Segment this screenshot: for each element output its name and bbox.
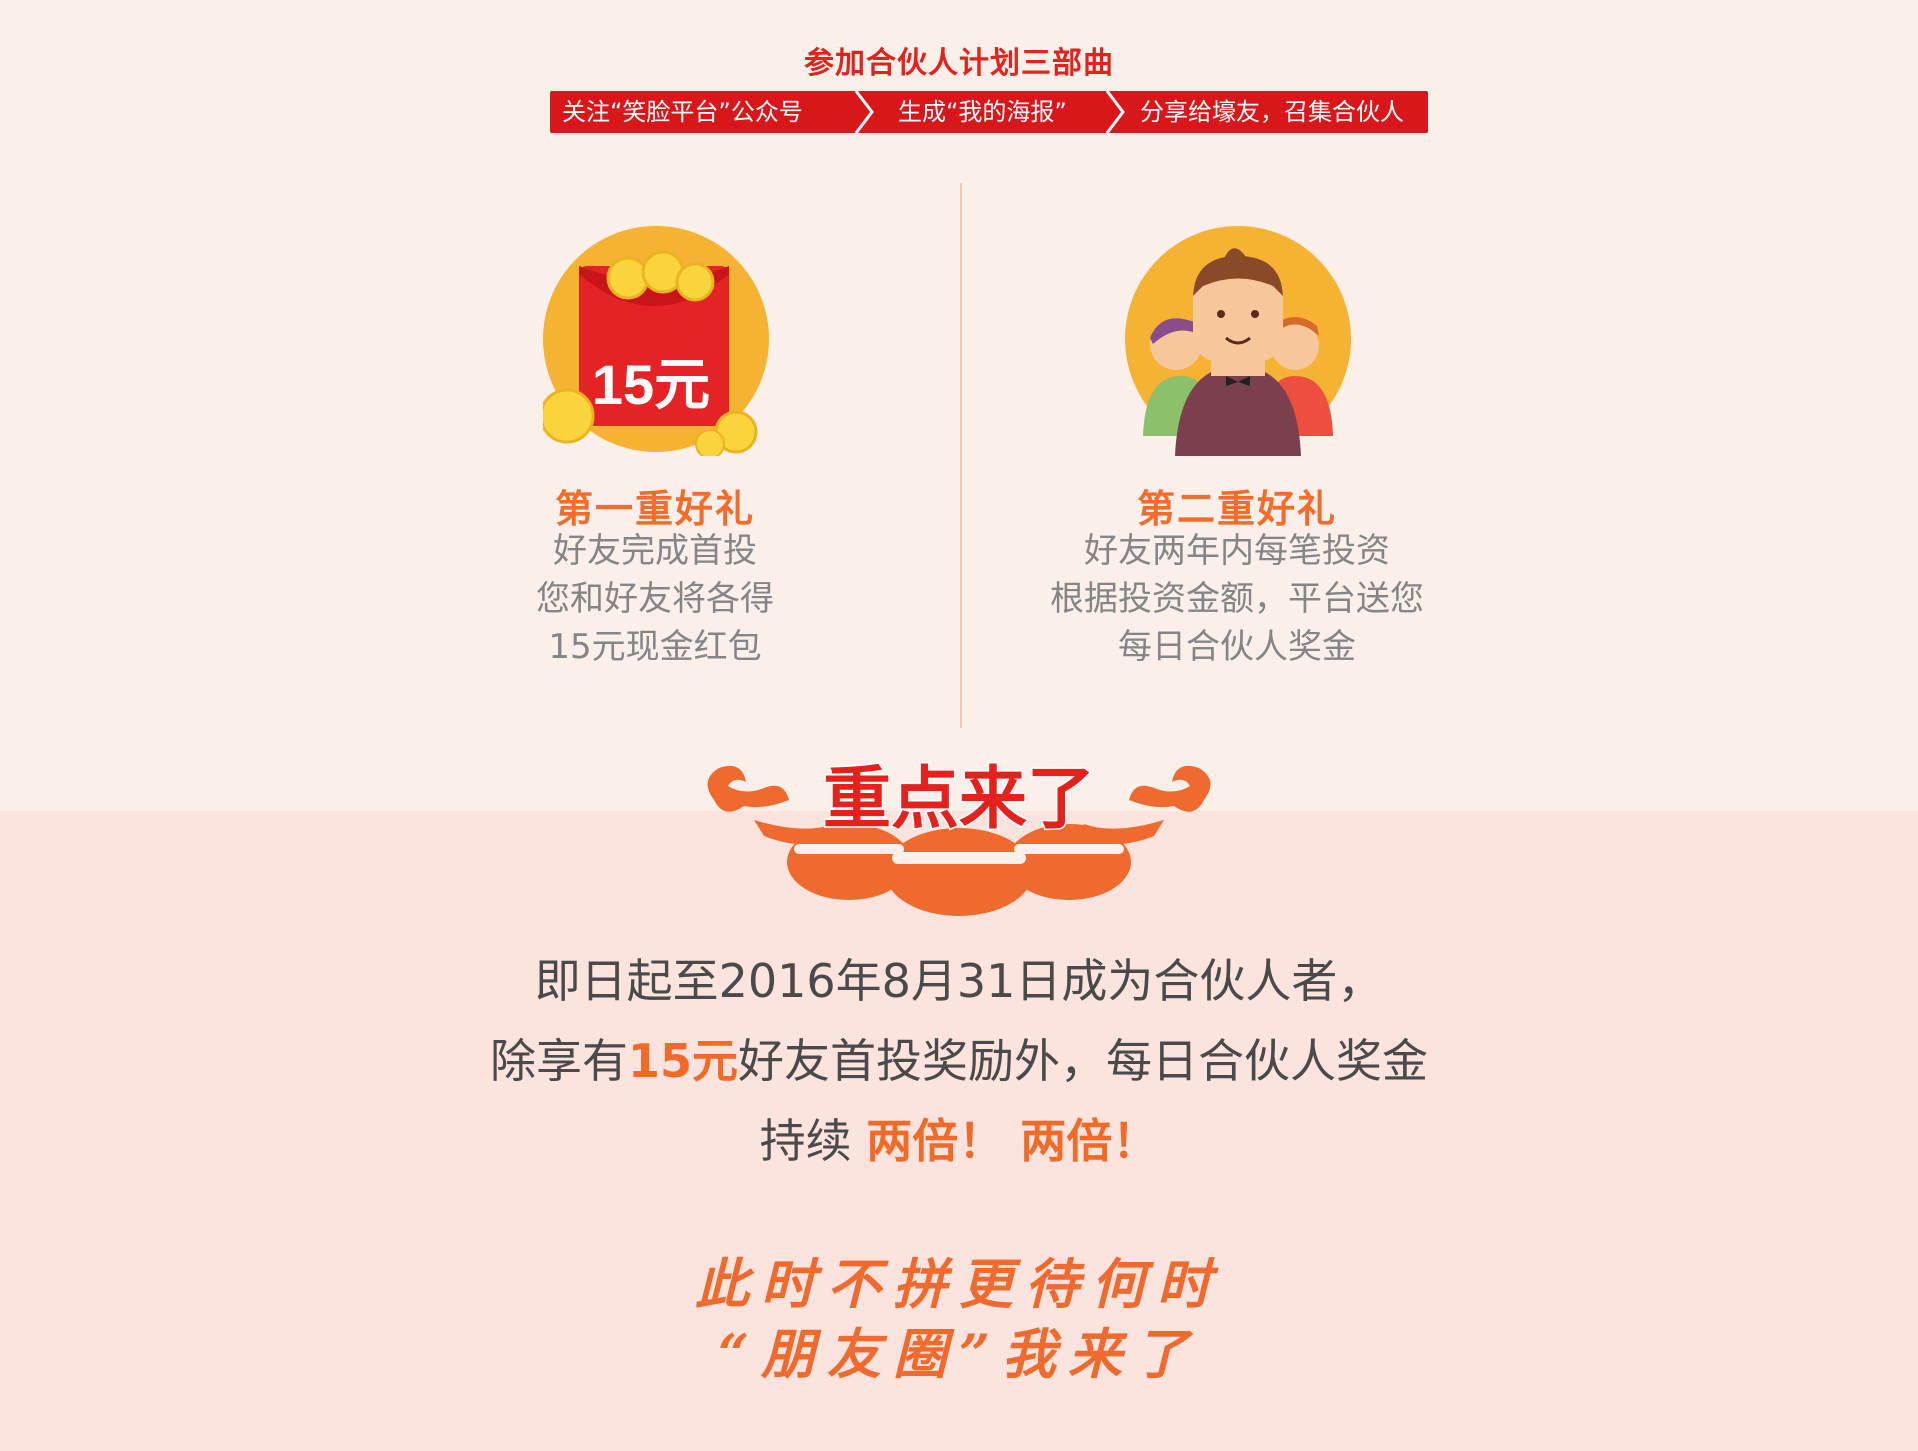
gift2-title: 第二重好礼: [987, 478, 1487, 533]
gift1-line: 好友完成首投: [405, 527, 905, 575]
main-line-2: 除享有15元好友首投奖励外，每日合伙人奖金: [0, 1025, 1918, 1091]
gift2-line: 每日合伙人奖金: [987, 623, 1487, 671]
gift1-line: 15元现金红包: [405, 623, 905, 671]
chevron-right-icon: [852, 91, 876, 133]
red-envelope-icon: 15元: [543, 226, 773, 456]
gift2-line: 根据投资金额，平台送您: [987, 575, 1487, 623]
step-generate-poster: 生成“我的海报”: [898, 91, 1067, 133]
step-follow-account: 关注“笑脸平台”公众号: [562, 91, 803, 133]
main-line-2-pre: 除享有: [490, 1034, 628, 1088]
gift2-line: 好友两年内每笔投资: [987, 527, 1487, 575]
slogan-line-1: 此时不拼更待何时: [0, 1240, 1918, 1319]
chevron-right-icon: [1103, 91, 1127, 133]
main-line-3: 持续 两倍！ 两倍！: [0, 1105, 1918, 1171]
main-line-1: 即日起至2016年8月31日成为合伙人者，: [0, 945, 1918, 1011]
step-share-friends: 分享给壕友，召集合伙人: [1140, 91, 1404, 133]
partners-icon: [1123, 226, 1353, 456]
slogan-line-2: “朋友圈”我来了: [0, 1310, 1918, 1389]
gift1-description: 好友完成首投 您和好友将各得 15元现金红包: [405, 527, 905, 671]
main-line-3-pre: 持续: [760, 1114, 867, 1168]
gift2-description: 好友两年内每笔投资 根据投资金额，平台送您 每日合伙人奖金: [987, 527, 1487, 671]
amount-highlight: 15元: [628, 1034, 738, 1088]
column-divider: [960, 183, 962, 728]
steps-bar: 关注“笑脸平台”公众号 生成“我的海报” 分享给壕友，召集合伙人: [550, 91, 1428, 133]
envelope-amount: 15元: [592, 353, 710, 416]
plan-title: 参加合伙人计划三部曲: [0, 38, 1918, 82]
highlight-title: 重点来了: [823, 759, 1095, 839]
gift1-line: 您和好友将各得: [405, 575, 905, 623]
double-highlight: 两倍！ 两倍！: [866, 1114, 1158, 1168]
highlight-emblem: 重点来了: [694, 740, 1224, 920]
gift1-title: 第一重好礼: [405, 478, 905, 533]
main-line-2-post: 好友首投奖励外，每日合伙人奖金: [738, 1034, 1428, 1088]
